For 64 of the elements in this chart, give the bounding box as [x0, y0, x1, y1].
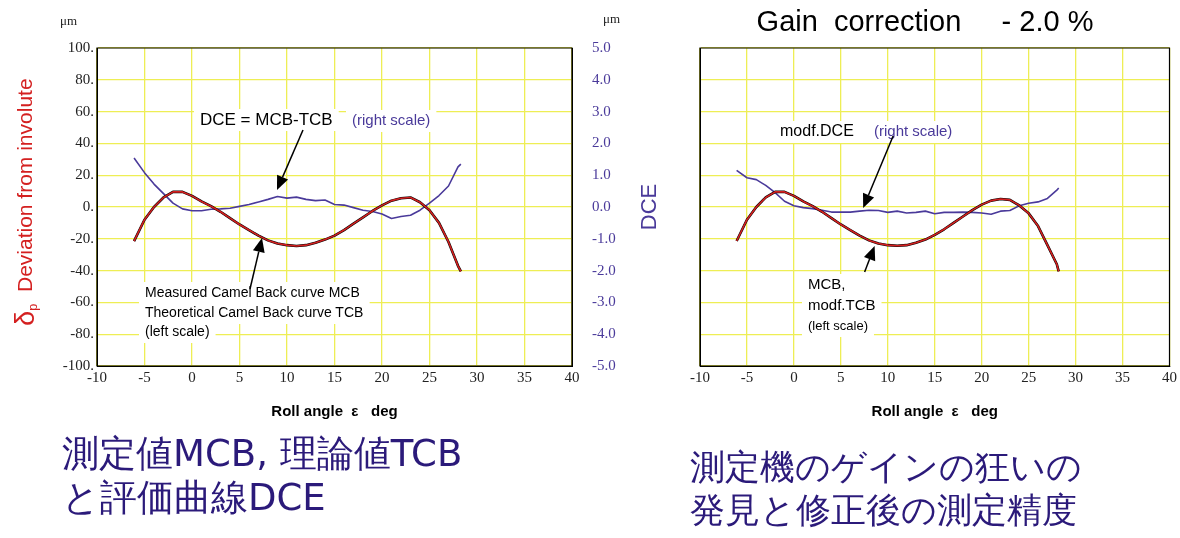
- y2-axis-title: DCE: [636, 183, 662, 231]
- annotation: (right scale): [874, 122, 953, 140]
- x-tick-label: 25: [1021, 368, 1037, 385]
- x-tick-label: 25: [422, 368, 437, 385]
- y2-tick-label: 4.0: [592, 70, 611, 87]
- text: と評価曲線DCE: [62, 476, 326, 520]
- x-tick-label: 35: [517, 368, 532, 385]
- chart-title: Gain correction - 2.0 %: [756, 5, 1094, 38]
- x-tick-label: 0: [188, 368, 196, 385]
- x-tick-label: -5: [740, 368, 754, 385]
- y-tick-label: 100.: [67, 38, 94, 55]
- y2-tick-label: -4.0: [592, 325, 616, 342]
- x-tick-label: 5: [235, 368, 244, 385]
- x-tick-label: 35: [1115, 368, 1131, 385]
- y-tick-label: -60.: [70, 293, 94, 310]
- y-tick-label: 20.: [75, 166, 94, 183]
- x-tick-label: 40: [1162, 368, 1177, 385]
- annotation: (left scale): [145, 322, 210, 339]
- text: μm: [603, 11, 621, 27]
- x-axis-title: Roll angle ε deg: [271, 402, 398, 420]
- y2-tick-label: 5.0: [592, 38, 611, 55]
- y-tick-label: -20.: [70, 229, 94, 246]
- y-tick-label: -40.: [70, 261, 94, 278]
- y-tick-label: 0.: [82, 197, 94, 214]
- x-tick-label: 15: [327, 368, 342, 385]
- x-tick-label: 10: [279, 368, 295, 385]
- y-tick-label: 40.: [75, 134, 94, 151]
- x-tick-label: 30: [1068, 368, 1084, 385]
- text: 測定機のゲインの狂いの: [690, 447, 1082, 489]
- x-tick-label: 0: [790, 368, 798, 385]
- y-tick-label: -100.: [62, 356, 94, 373]
- y2-tick-label: 2.0: [592, 134, 611, 151]
- annotation: modf.TCB: [808, 296, 876, 314]
- x-tick-label: 20: [374, 368, 390, 385]
- x-tick-label: -10: [690, 368, 710, 385]
- annotation: (left scale): [808, 317, 868, 333]
- y-tick-label: 80.: [75, 70, 94, 87]
- y-axis-title: δp Deviation from involute: [8, 78, 40, 327]
- annotation: Theoretical Camel Back curve TCB: [145, 303, 364, 320]
- y2-tick-label: 1.0: [592, 166, 611, 183]
- y-tick-label: -80.: [70, 325, 94, 342]
- y2-tick-label: 0.0: [592, 197, 611, 214]
- y-tick-label: 60.: [75, 102, 94, 119]
- annotation: Measured Camel Back curve MCB: [145, 283, 360, 300]
- y2-tick-label: -5.0: [592, 356, 616, 373]
- annotation: DCE = MCB-TCB: [200, 109, 333, 129]
- y2-tick-label: -2.0: [592, 261, 616, 278]
- x-tick-label: 20: [974, 368, 990, 385]
- x-tick-label: 5: [837, 368, 845, 385]
- annotation: MCB,: [808, 275, 846, 293]
- x-tick-label: -5: [138, 368, 151, 385]
- text: μm: [60, 13, 78, 29]
- x-tick-label: 10: [880, 368, 896, 385]
- y2-tick-label: -1.0: [592, 229, 616, 246]
- text: 測定値MCB, 理論値TCB: [62, 432, 463, 476]
- x-tick-label: 30: [469, 368, 485, 385]
- text: 発見と修正後の測定精度: [690, 490, 1077, 532]
- x-tick-label: 40: [564, 368, 580, 385]
- x-tick-label: 15: [927, 368, 943, 385]
- annotation: modf.DCE: [780, 122, 854, 140]
- annotation: (right scale): [352, 111, 431, 129]
- x-axis-title: Roll angle ε deg: [871, 402, 998, 420]
- y2-tick-label: 3.0: [592, 102, 611, 119]
- y2-tick-label: -3.0: [592, 293, 616, 310]
